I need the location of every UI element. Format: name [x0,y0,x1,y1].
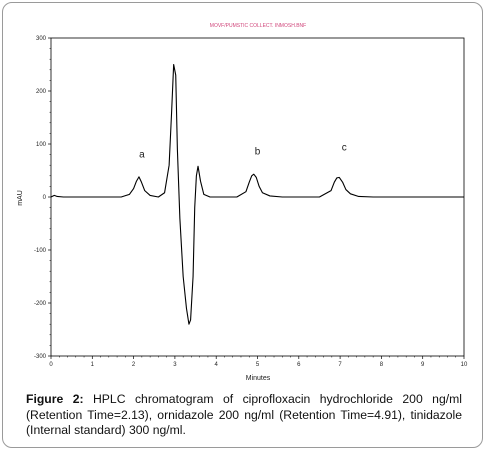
y-tick-label: -300 [34,354,47,360]
chromatogram-trace [50,63,464,325]
y-tick-label: -200 [34,301,47,307]
y-tick-label: 300 [36,36,47,42]
x-tick-label: 7 [338,362,342,368]
peak-label: c [342,142,347,153]
x-tick-label: 5 [256,362,260,368]
x-tick-label: 1 [91,362,95,368]
x-tick-label: 8 [380,362,384,368]
x-tick-label: 4 [215,362,219,368]
peak-label: a [139,149,145,160]
figure-frame [2,2,483,448]
x-tick-label: 6 [297,362,301,368]
x-tick-label: 9 [421,362,425,368]
y-axis-label: mAU [17,190,24,206]
x-tick-label: 10 [461,362,468,368]
caption-text: HPLC chromatogram of ciprofloxacin hydro… [26,392,462,438]
figure-caption: Figure 2: HPLC chromatogram of ciproflox… [26,392,462,439]
y-tick-label: 200 [36,89,47,95]
x-axis-label: Minutes [246,375,271,382]
y-tick-label: 100 [36,142,47,148]
peak-label: b [255,147,261,158]
y-tick-label: 0 [43,195,47,201]
chart-header-text: MOVF/PUMSTIC COLLECT. INMOSH.BNF [210,23,306,29]
y-tick-label: -100 [34,248,47,254]
x-tick-label: 2 [132,362,136,368]
caption-label: Figure 2: [26,392,84,406]
x-tick-label: 3 [173,362,177,368]
x-tick-label: 0 [49,362,53,368]
chromatogram-chart: MOVF/PUMSTIC COLLECT. INMOSH.BNF 3002001… [17,23,468,382]
